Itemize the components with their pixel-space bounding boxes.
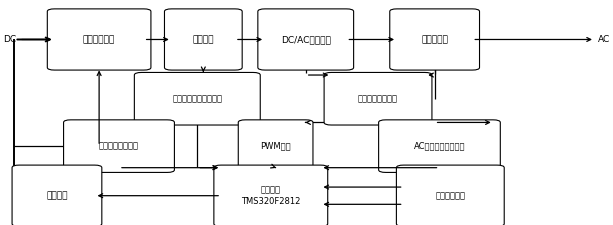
Text: DC/AC逆变电路: DC/AC逆变电路 bbox=[281, 35, 330, 44]
Text: 控制芯片
TMS320F2812: 控制芯片 TMS320F2812 bbox=[241, 185, 300, 206]
Text: DC: DC bbox=[3, 35, 16, 44]
Text: AC: AC bbox=[598, 35, 610, 44]
FancyBboxPatch shape bbox=[238, 120, 313, 172]
Text: PWM驱动: PWM驱动 bbox=[261, 142, 291, 151]
FancyBboxPatch shape bbox=[397, 165, 504, 225]
Text: 驱动电路: 驱动电路 bbox=[46, 191, 67, 200]
FancyBboxPatch shape bbox=[47, 9, 151, 70]
Text: 滤波电路: 滤波电路 bbox=[192, 35, 214, 44]
FancyBboxPatch shape bbox=[164, 9, 242, 70]
FancyBboxPatch shape bbox=[324, 72, 432, 125]
Text: 直流升压电路: 直流升压电路 bbox=[83, 35, 115, 44]
FancyBboxPatch shape bbox=[12, 165, 102, 225]
Text: 直流电压检测反馈电路: 直流电压检测反馈电路 bbox=[172, 94, 223, 103]
FancyBboxPatch shape bbox=[214, 165, 328, 225]
FancyBboxPatch shape bbox=[379, 120, 500, 172]
Text: 过流检测反馈电路: 过流检测反馈电路 bbox=[99, 142, 139, 151]
Text: 输出滤波器: 输出滤波器 bbox=[421, 35, 448, 44]
Text: 过流检测反馈电路: 过流检测反馈电路 bbox=[358, 94, 398, 103]
FancyBboxPatch shape bbox=[134, 72, 261, 125]
FancyBboxPatch shape bbox=[258, 9, 354, 70]
FancyBboxPatch shape bbox=[390, 9, 479, 70]
Text: AC电压检测反馈电路: AC电压检测反馈电路 bbox=[414, 142, 465, 151]
Text: 键盘显示电路: 键盘显示电路 bbox=[435, 191, 465, 200]
FancyBboxPatch shape bbox=[64, 120, 175, 172]
